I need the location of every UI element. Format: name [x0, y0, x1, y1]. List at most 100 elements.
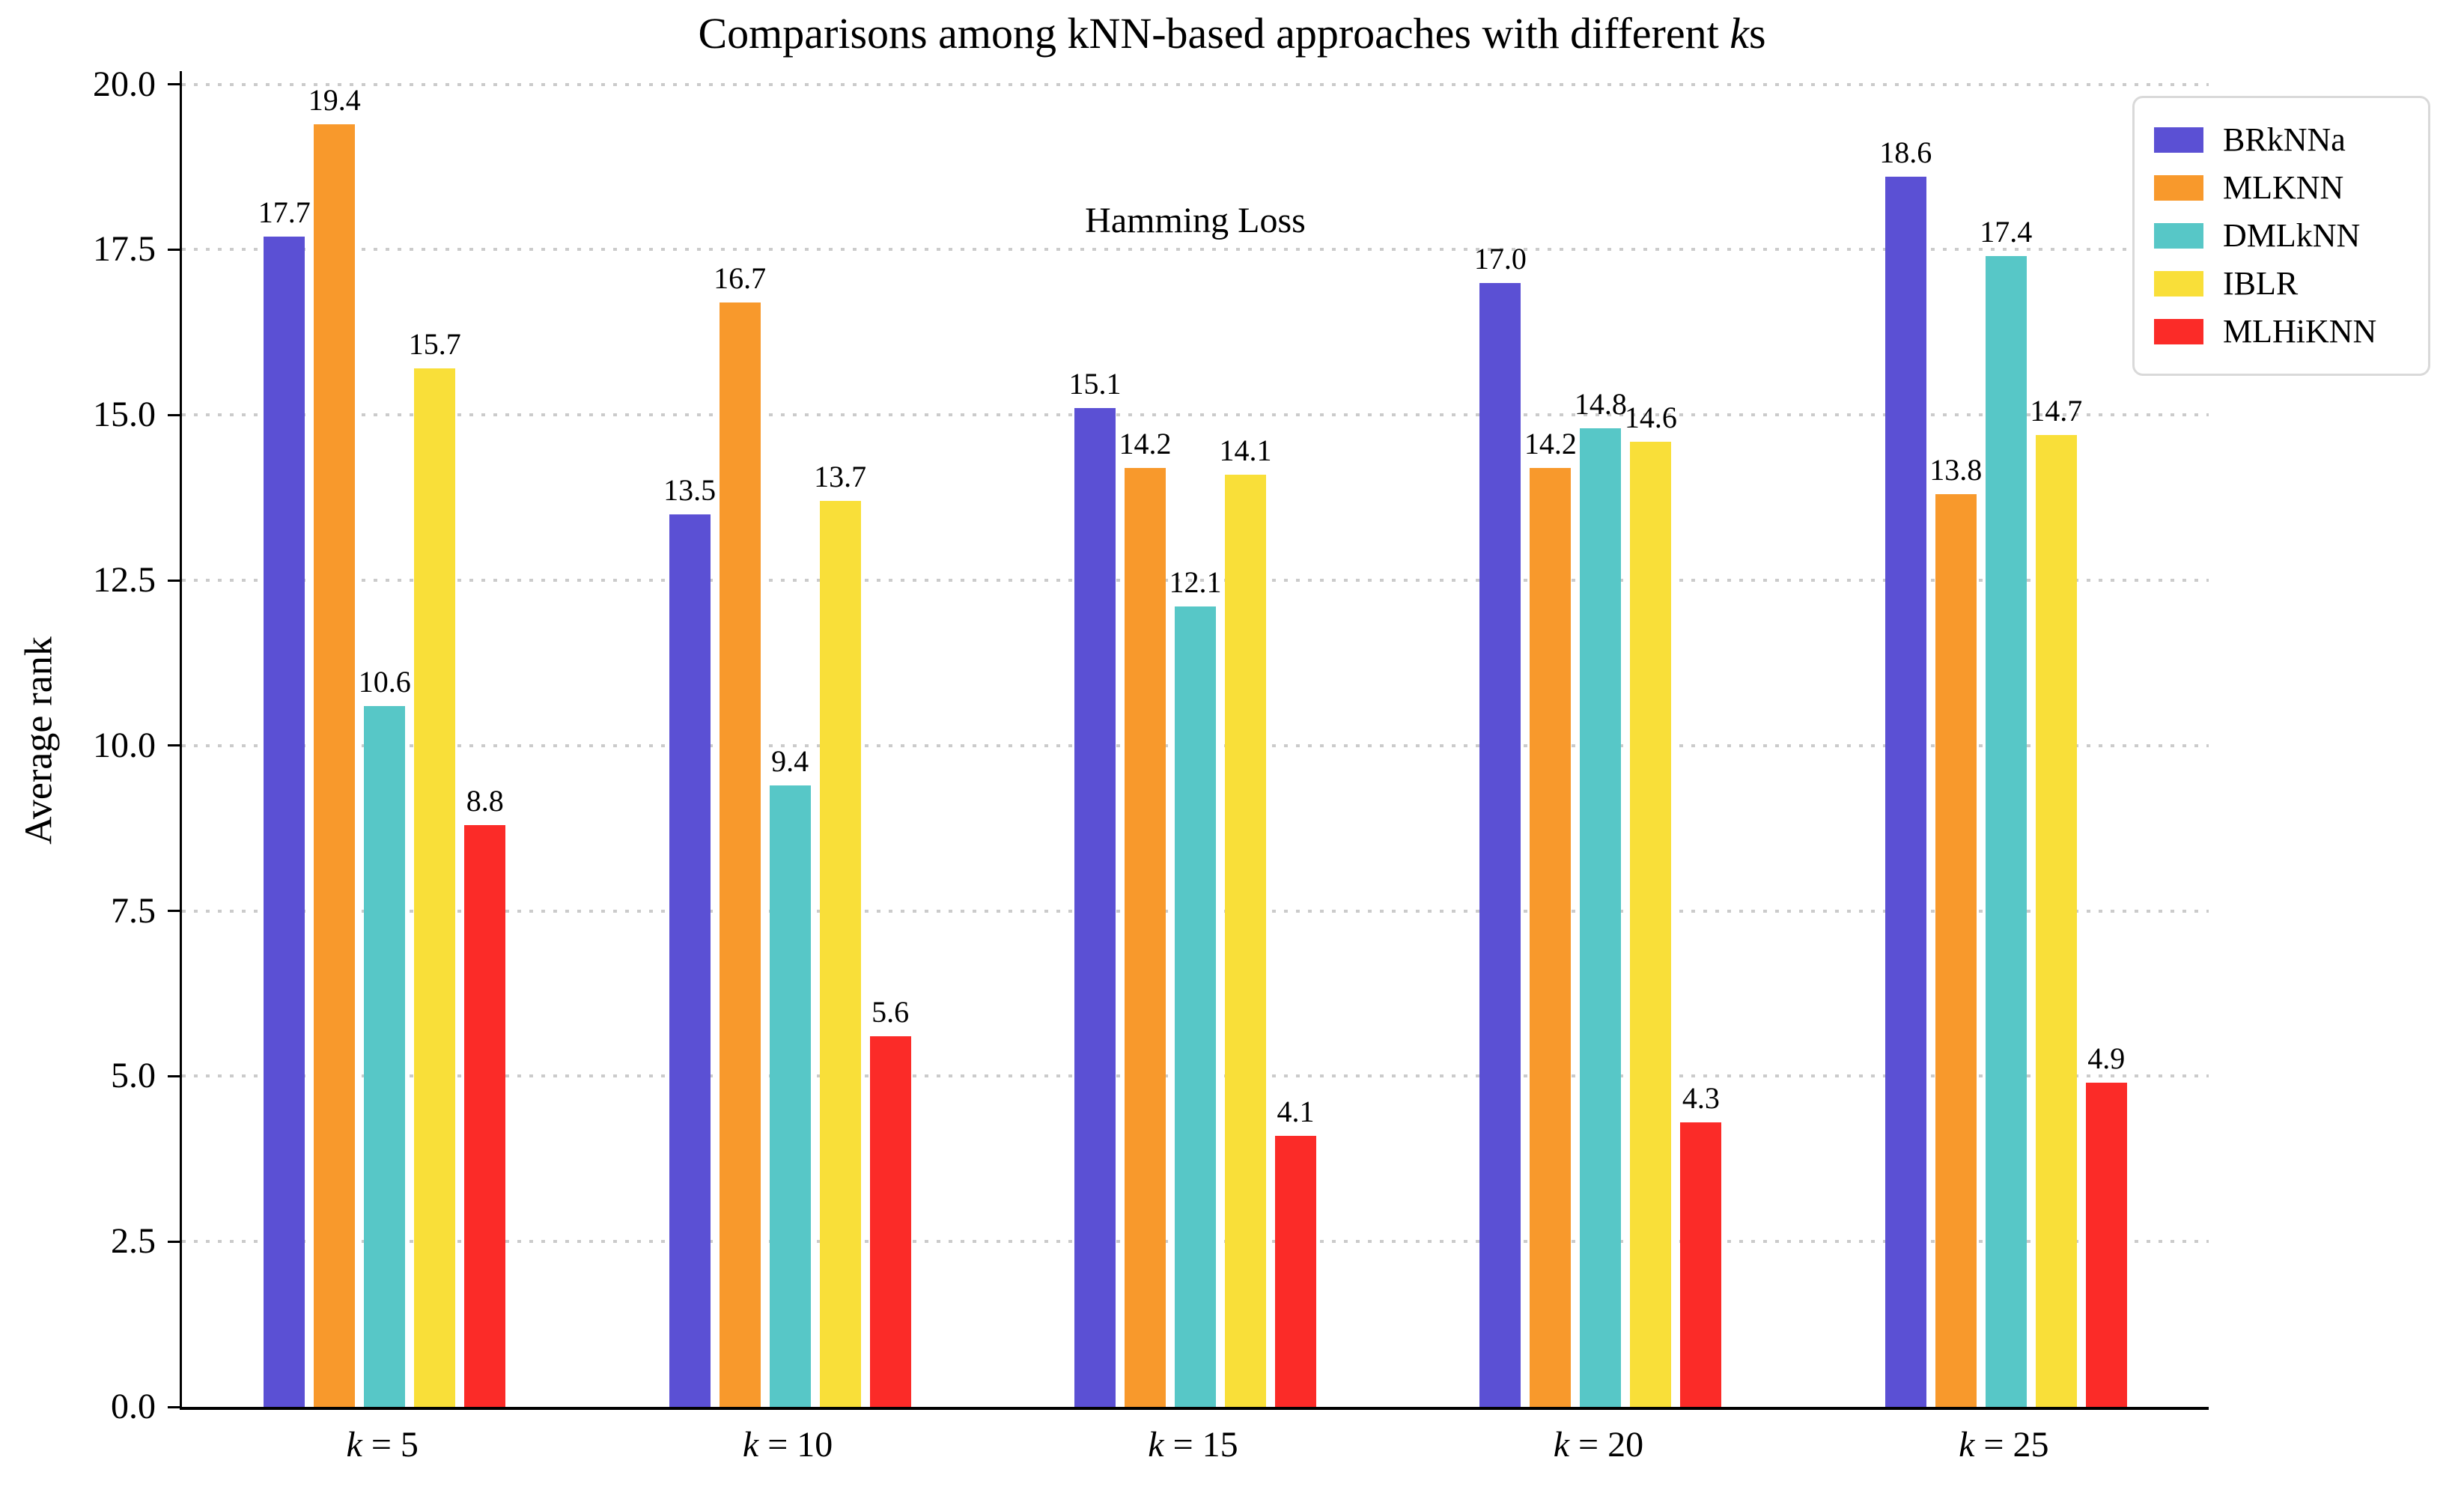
bar-mlhiknn [464, 824, 506, 1407]
legend-swatch [2154, 271, 2203, 297]
bar-value-label: 14.8 [1574, 386, 1627, 421]
y-tick-mark [168, 1240, 180, 1243]
bar-value-label: 10.6 [358, 664, 411, 699]
y-tick-mark [168, 1074, 180, 1077]
bar-value-label: 9.4 [771, 744, 809, 778]
bar-brknna [669, 514, 711, 1407]
annotation-hamming-loss: Hamming Loss [1085, 201, 1306, 240]
legend: BRkNNa MLKNN DMLkNN IBLR MLHiKNN [2132, 96, 2430, 376]
bar-dmlknn [1580, 428, 1622, 1407]
bar-value-label: 15.7 [408, 327, 461, 362]
x-tick-label: k = 20 [1553, 1425, 1644, 1465]
bar-brknna [1884, 177, 1926, 1407]
legend-item-iblr: IBLR [2154, 260, 2409, 308]
gridline [182, 248, 2209, 252]
chart-title: Comparisons among kNN-based approaches w… [0, 9, 2464, 58]
legend-label: IBLR [2223, 265, 2299, 302]
y-tick-mark [168, 83, 180, 86]
legend-swatch [2154, 223, 2203, 249]
bar-brknna [264, 236, 305, 1407]
bar-mlknn [1125, 467, 1166, 1407]
chart-title-part: Comparisons among kNN-based approaches w… [698, 9, 1730, 58]
bar-dmlknn [1175, 606, 1216, 1407]
x-tick-label: k = 15 [1148, 1425, 1238, 1465]
x-tick-label: k = 5 [346, 1425, 419, 1465]
bar-dmlknn [364, 705, 406, 1407]
legend-swatch [2154, 319, 2203, 344]
gridline [182, 413, 2209, 417]
y-tick-label: 17.5 [93, 229, 156, 270]
y-tick-mark [168, 248, 180, 251]
bar-value-label: 16.7 [714, 261, 767, 296]
bar-iblr [819, 501, 861, 1407]
legend-item-mlknn: MLKNN [2154, 164, 2409, 212]
bar-value-label: 4.1 [1277, 1094, 1315, 1128]
bar-mlhiknn [1680, 1122, 1722, 1407]
bar-value-label: 5.6 [871, 995, 910, 1030]
y-tick-mark [168, 744, 180, 747]
bar-mlhiknn [869, 1036, 911, 1407]
legend-label: MLHiKNN [2223, 313, 2377, 350]
plot-area: Hamming Loss 17.7 13.5 15.1 17.0 18.6 19.4 16.… [180, 71, 2209, 1410]
legend-label: MLKNN [2223, 169, 2344, 206]
x-tick-label: k = 25 [1959, 1425, 2049, 1465]
y-tick-label: 0.0 [111, 1387, 156, 1426]
bar-value-label: 14.1 [1219, 433, 1272, 467]
y-tick-label: 7.5 [111, 890, 156, 931]
bar-value-label: 13.7 [814, 460, 867, 494]
y-tick-label: 5.0 [111, 1056, 156, 1096]
legend-item-mlhiknn: MLHiKNN [2154, 308, 2409, 356]
chart-title-part: k [1730, 9, 1749, 58]
bar-dmlknn [769, 785, 811, 1407]
bar-value-label: 19.4 [308, 82, 361, 117]
y-tick-label: 12.5 [93, 560, 156, 600]
bar-value-label: 8.8 [466, 783, 504, 818]
bar-mlhiknn [2085, 1083, 2127, 1407]
bar-value-label: 15.1 [1068, 367, 1122, 401]
bar-dmlknn [1985, 256, 2027, 1407]
bar-brknna [1479, 282, 1521, 1407]
chart-title-part: s [1748, 9, 1766, 58]
bar-value-label: 18.6 [1879, 136, 1932, 170]
y-tick-mark [168, 910, 180, 913]
bar-mlknn [1935, 494, 1977, 1407]
y-tick-mark [168, 579, 180, 582]
bar-value-label: 14.7 [2030, 393, 2083, 428]
bar-value-label: 4.3 [1682, 1081, 1720, 1116]
bar-value-label: 14.2 [1119, 426, 1172, 460]
bar-value-label: 13.8 [1929, 453, 1983, 487]
bar-value-label: 17.4 [1980, 215, 2033, 249]
bar-iblr [1630, 441, 1672, 1407]
y-tick-label: 20.0 [93, 64, 156, 104]
legend-label: BRkNNa [2223, 121, 2346, 158]
x-tick-variable: k [1959, 1425, 1975, 1465]
y-tick-mark [168, 1405, 180, 1408]
bar-iblr [1225, 474, 1266, 1407]
bar-mlknn [314, 124, 356, 1407]
x-tick-variable: k [1148, 1425, 1164, 1465]
bar-value-label: 13.5 [663, 472, 717, 507]
x-tick-variable: k [1553, 1425, 1569, 1465]
bar-mlknn [1530, 467, 1572, 1407]
x-tick-variable: k [742, 1425, 759, 1465]
y-tick-label: 10.0 [93, 725, 156, 765]
legend-label: DMLkNN [2223, 217, 2361, 254]
bar-mlknn [719, 302, 761, 1407]
bar-value-label: 17.7 [258, 195, 311, 229]
x-tick-variable: k [346, 1425, 362, 1465]
y-tick-label: 15.0 [93, 395, 156, 435]
bar-brknna [1074, 408, 1116, 1407]
plot-inner: Hamming Loss 17.7 13.5 15.1 17.0 18.6 19.4 16.… [182, 71, 2209, 1407]
legend-item-dmlknn: DMLkNN [2154, 212, 2409, 260]
bar-value-label: 12.1 [1169, 565, 1222, 600]
x-tick-label: k = 10 [742, 1425, 833, 1465]
legend-swatch [2154, 175, 2203, 201]
y-tick-label: 2.5 [111, 1221, 156, 1262]
bar-mlhiknn [1275, 1135, 1316, 1407]
bar-value-label: 4.9 [2087, 1041, 2126, 1076]
bar-value-label: 17.0 [1473, 241, 1527, 276]
bar-iblr [414, 368, 456, 1407]
bar-iblr [2035, 434, 2077, 1407]
gridline [182, 579, 2209, 583]
